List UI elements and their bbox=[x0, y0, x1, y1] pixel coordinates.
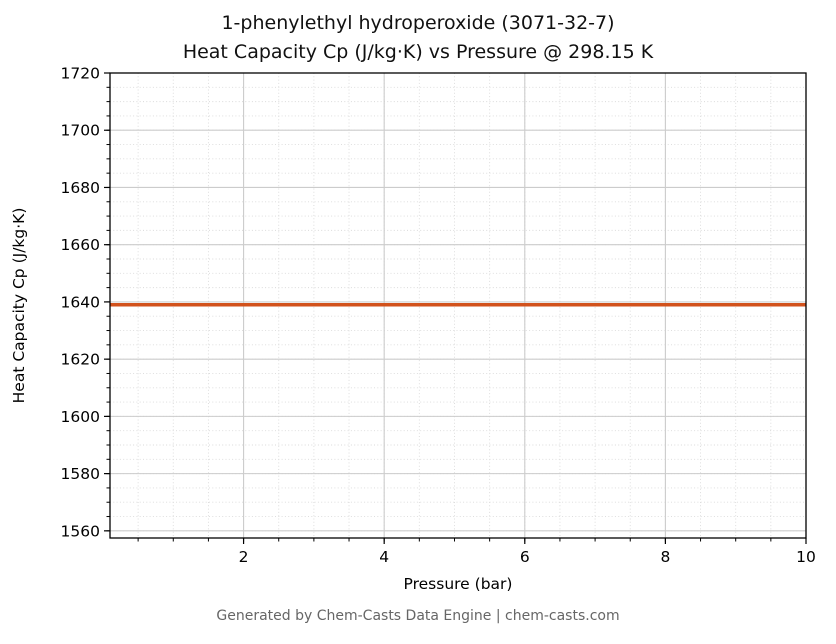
x-tick-label: 10 bbox=[796, 548, 816, 566]
x-tick-label: 4 bbox=[379, 548, 389, 566]
x-tick-label: 6 bbox=[520, 548, 530, 566]
y-tick-label: 1580 bbox=[61, 465, 100, 483]
chart-title: 1-phenylethyl hydroperoxide (3071-32-7) … bbox=[0, 9, 836, 67]
y-tick-label: 1640 bbox=[61, 293, 100, 311]
y-axis-label: Heat Capacity Cp (J/kg·K) bbox=[10, 208, 28, 404]
y-tick-label: 1700 bbox=[61, 122, 100, 140]
y-tick-label: 1620 bbox=[61, 351, 100, 369]
y-tick-label: 1720 bbox=[61, 65, 100, 83]
y-tick-label: 1680 bbox=[61, 179, 100, 197]
x-tick-label: 2 bbox=[239, 548, 249, 566]
plot-layer: 2 4 6 8 10 1560 1580 1600 1620 1640 1660 1680 1700 17… bbox=[61, 65, 816, 567]
plot-border bbox=[109, 72, 807, 539]
x-tick-label: 8 bbox=[660, 548, 670, 566]
chart-title-line1: 1-phenylethyl hydroperoxide (3071-32-7) bbox=[221, 12, 615, 34]
x-axis-label: Pressure (bar) bbox=[404, 575, 513, 593]
footer-credit: Generated by Chem-Casts Data Engine | ch… bbox=[216, 608, 620, 624]
y-tick-label: 1600 bbox=[61, 408, 100, 426]
chart-title-line2: Heat Capacity Cp (J/kg·K) vs Pressure @ … bbox=[182, 41, 654, 63]
y-tick-label: 1560 bbox=[61, 522, 100, 540]
y-tick-label: 1660 bbox=[61, 236, 100, 254]
